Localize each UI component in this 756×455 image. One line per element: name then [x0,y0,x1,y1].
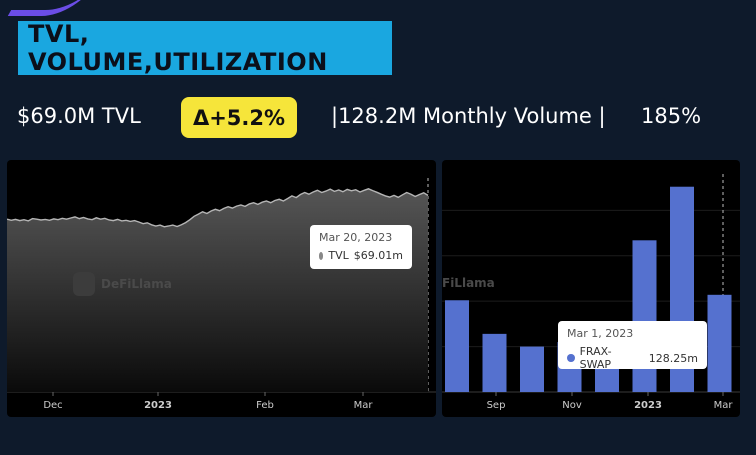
defillama-watermark: DeFiLlama [73,272,172,296]
tooltip-value: 128.25m [648,351,698,365]
llama-logo-icon [73,272,95,296]
volume-tooltip: Mar 1, 2023 FRAX-SWAP 128.25m [558,321,707,371]
tvl-stat: $69.0M TVL [17,104,141,128]
volume-x-tick-label: 2023 [634,400,662,411]
utilization-stat: 185% [641,104,702,128]
tvl-series-dot [319,251,324,260]
tvl-tooltip: Mar 20, 2023 TVL $69.01m [310,225,412,269]
tvl-x-tick-label: 2023 [144,400,172,411]
tvl-area [7,188,428,392]
delta-badge: Δ+5.2% [181,97,297,138]
volume-bar[interactable] [520,346,544,392]
monthly-volume-stat: |128.2M Monthly Volume | [331,104,606,128]
volume-x-tick-label: Nov [562,400,582,411]
page-title: TVL, VOLUME,UTILIZATION [28,20,328,76]
volume-chart-panel[interactable]: Sep Nov 2023 Mar FiLlama Mar 1, 2023 FRAX-S… [442,160,740,417]
stats-row: $69.0M TVL Δ+5.2% |128.2M Monthly Volume… [17,97,747,138]
defillama-watermark-partial: FiLlama [442,276,495,290]
tooltip-label: TVL [328,249,349,262]
tvl-x-tick-label: Feb [256,400,274,411]
title-banner: TVL, VOLUME,UTILIZATION [18,20,392,76]
tvl-chart-panel[interactable]: Dec 2023 Feb Mar DeFiLlama Mar 20, 2023 TVL… [7,160,436,417]
volume-x-tick-label: Mar [714,400,734,411]
frax-swap-series-dot [567,354,575,362]
volume-bar[interactable] [707,294,732,392]
volume-bar[interactable] [482,333,507,392]
delta-value: Δ+5.2% [192,105,286,130]
watermark-text: DeFiLlama [101,277,172,291]
tvl-x-tick-label: Mar [354,400,374,411]
tooltip-date: Mar 1, 2023 [567,327,634,340]
tvl-x-tick-label: Dec [43,400,62,411]
tooltip-date: Mar 20, 2023 [319,231,393,244]
tvl-line [7,188,429,228]
tvl-chart[interactable]: Dec 2023 Feb Mar [7,160,436,417]
volume-x-tick-label: Sep [487,400,506,411]
tooltip-value: $69.01m [353,249,403,262]
tooltip-label: FRAX-SWAP [579,345,612,371]
volume-bar[interactable] [445,300,469,392]
corner-accent [7,0,99,16]
